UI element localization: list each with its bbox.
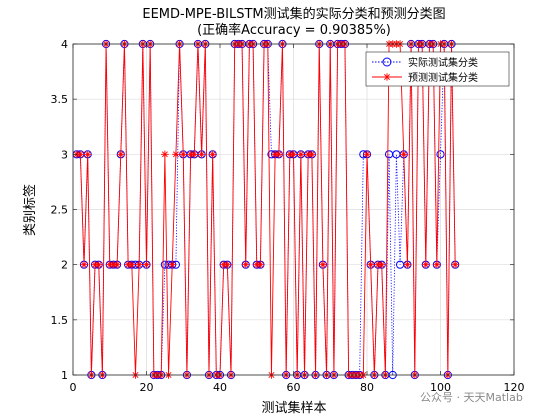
predicted-point: [363, 150, 371, 159]
predicted-point: [399, 150, 408, 159]
actual-point: [436, 150, 445, 159]
y-tick-label: 1: [61, 369, 68, 382]
x-tick-label: 20: [140, 381, 154, 394]
predicted-point: [197, 150, 206, 159]
predicted-point: [76, 150, 85, 159]
predicted-point: [161, 150, 169, 159]
predicted-point: [113, 260, 121, 269]
y-tick-label: 4: [61, 38, 68, 51]
predicted-point: [142, 260, 151, 269]
predicted-point: [451, 260, 459, 269]
x-axis-label: 测试集样本: [261, 400, 326, 416]
legend-predicted-label: 预测测试集分类: [408, 71, 478, 84]
legend-actual-label: 实际测试集分类: [408, 56, 478, 69]
predicted-point: [289, 150, 298, 159]
tick-layer: 0 20 40 60 80 100 120 1 1.5 2 2.5 3 3.5 4: [51, 38, 525, 394]
x-tick-label: 60: [287, 381, 301, 394]
predicted-point: [319, 260, 327, 269]
predicted-point: [80, 260, 88, 269]
predicted-point: [135, 260, 143, 269]
chart-title: EEMD-MPE-BILSTM测试集的实际分类和预测分类图: [142, 6, 445, 22]
predicted-point: [128, 260, 136, 269]
predicted-point: [94, 260, 103, 269]
legend: 实际测试集分类 预测测试集分类: [365, 51, 510, 87]
x-tick-label: 100: [430, 381, 451, 394]
predicted-point: [208, 150, 217, 159]
predicted-point: [179, 150, 188, 159]
predicted-point: [83, 150, 92, 159]
predicted-point: [116, 150, 125, 159]
predicted-point: [297, 150, 305, 159]
y-tick-label: 3.5: [51, 93, 69, 106]
x-tick-label: 80: [360, 381, 374, 394]
predicted-point: [223, 260, 232, 269]
predicted-point: [308, 150, 316, 159]
legend-actual-marker: [382, 57, 392, 67]
predicted-point: [403, 260, 412, 269]
predicted-point: [172, 150, 180, 159]
x-tick-label: 40: [213, 381, 227, 394]
predicted-point: [275, 150, 283, 159]
y-tick-label: 2: [61, 259, 68, 272]
predicted-point: [433, 260, 441, 269]
legend-predicted-marker: [383, 73, 391, 81]
y-tick-label: 3: [61, 148, 68, 161]
y-tick-label: 1.5: [51, 314, 69, 327]
predicted-point: [377, 260, 386, 269]
y-tick-label: 2.5: [51, 204, 69, 217]
predicted-point: [366, 260, 375, 269]
chart-subtitle: (正确率Accuracy = 0.90385%): [197, 22, 391, 38]
legend-star-glyph: [383, 73, 391, 81]
predicted-point: [190, 150, 199, 159]
predicted-point: [241, 260, 250, 269]
x-tick-label: 120: [504, 381, 525, 394]
predicted-point: [422, 260, 430, 269]
x-tick-label: 0: [70, 381, 77, 394]
legend-box: [365, 51, 510, 87]
watermark-text: 公众号 · 天天Matlab: [420, 391, 523, 404]
predicted-point: [256, 260, 265, 269]
y-axis-label: 类别标签: [22, 184, 38, 236]
predicted-point: [168, 260, 177, 269]
